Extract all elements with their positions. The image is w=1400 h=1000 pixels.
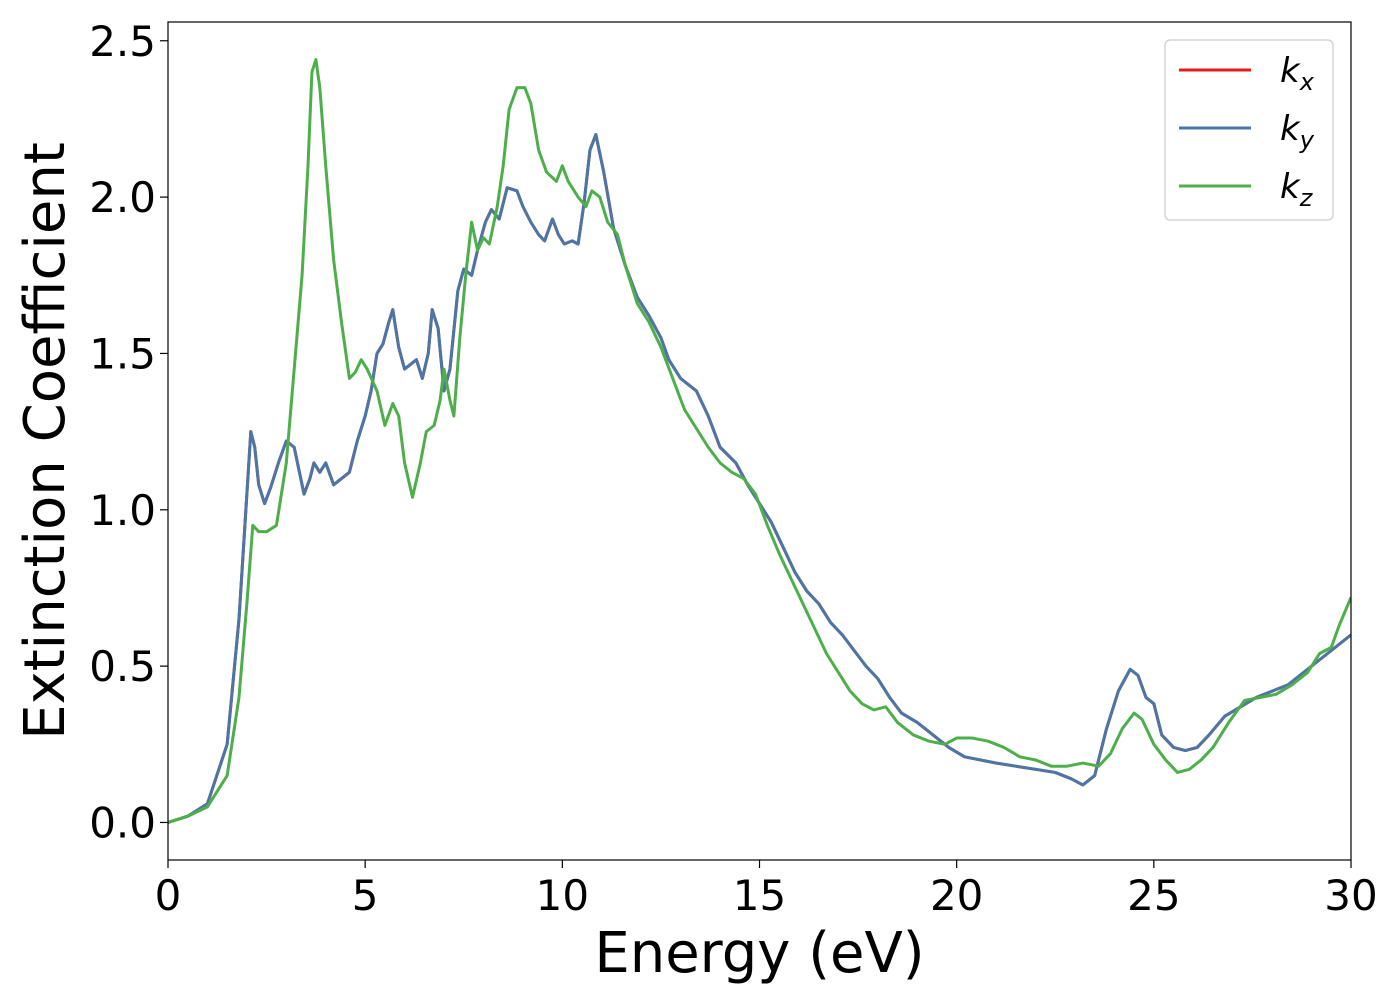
x-tick-label: 5 xyxy=(352,871,379,920)
y-axis-label: Extinction Coefficient xyxy=(13,142,78,740)
x-axis-label: Energy (eV) xyxy=(594,921,924,986)
series-line-k-z xyxy=(168,58,1351,824)
series-line-k-y xyxy=(168,133,1351,824)
y-tick-label: 2.5 xyxy=(89,17,156,66)
legend: kx ky kz xyxy=(1164,39,1334,221)
legend-entry-label: kx xyxy=(1280,51,1315,96)
y-tick-label: 0.0 xyxy=(89,798,156,847)
legend-entry-label: ky xyxy=(1280,109,1315,154)
y-tick-label: 1.0 xyxy=(89,486,156,535)
legend-entry-label: kz xyxy=(1280,167,1314,212)
y-axis-ticks: 0.0 0.5 1.0 1.5 2.0 2.5 xyxy=(89,17,168,847)
x-tick-label: 25 xyxy=(1127,871,1180,920)
y-tick-label: 2.0 xyxy=(89,173,156,222)
legend-box xyxy=(1164,39,1334,221)
x-tick-label: 0 xyxy=(155,871,182,920)
x-tick-label: 20 xyxy=(930,871,983,920)
y-tick-label: 1.5 xyxy=(89,329,156,378)
x-tick-label: 30 xyxy=(1324,871,1377,920)
series-layer xyxy=(168,58,1351,824)
x-axis-ticks: 0 5 10 15 20 25 30 xyxy=(155,860,1378,920)
x-tick-label: 10 xyxy=(536,871,589,920)
y-tick-label: 0.5 xyxy=(89,642,156,691)
x-tick-label: 15 xyxy=(733,871,786,920)
